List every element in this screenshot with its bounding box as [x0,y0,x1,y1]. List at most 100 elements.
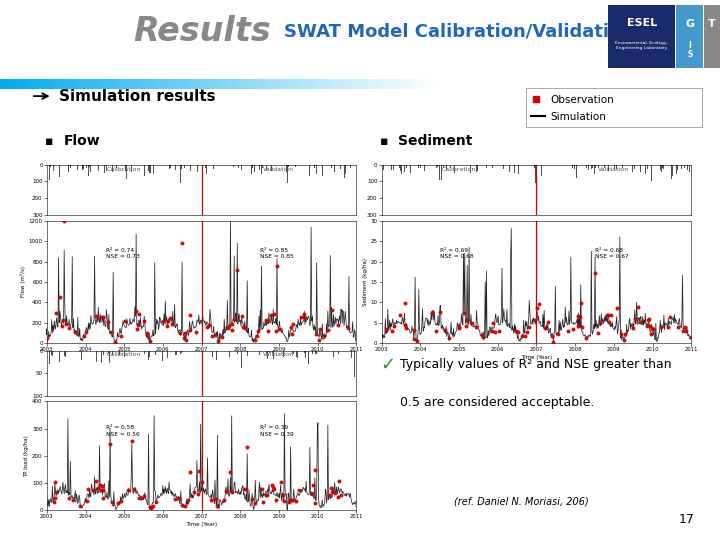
Point [276,491,288,500]
X-axis label: Time (Year): Time (Year) [186,355,217,360]
Bar [310,79,313,89]
Bar [320,79,323,89]
Point [489,328,500,336]
Text: TP: TP [63,324,84,338]
Bar [502,79,505,89]
Bar [459,79,462,89]
Bar [219,79,222,89]
Text: R² = 0.85
NSE = 0.85: R² = 0.85 NSE = 0.85 [261,248,294,259]
Point [516,331,528,340]
Point [268,485,279,494]
Point [57,315,68,324]
Point [611,303,623,312]
Point [589,269,600,278]
Bar [444,79,447,89]
Bar [575,79,578,89]
Bar [392,79,395,89]
Text: 0.5 are considered acceptable.: 0.5 are considered acceptable. [400,396,595,409]
Y-axis label: TP load (kg/ha): TP load (kg/ha) [24,435,30,477]
Point [546,331,558,340]
Bar [283,79,286,89]
Point [510,327,521,336]
Point [81,496,92,505]
Point [265,311,276,320]
Point [627,324,639,333]
Point [232,266,243,275]
Bar [532,79,536,89]
Bar [76,79,79,89]
Point [96,482,108,490]
Bar [563,79,566,89]
Bar [225,79,228,89]
Text: T: T [708,19,716,29]
Point [575,299,587,308]
Bar [435,79,438,89]
Bar [107,79,109,89]
Bar [228,79,231,89]
Bar [127,79,131,89]
Point [191,327,202,336]
Point [342,323,354,332]
Bar [465,79,469,89]
Bar [298,79,301,89]
Bar [158,79,161,89]
Point [166,320,177,328]
Bar [146,79,149,89]
Bar [100,79,104,89]
Point [619,330,631,339]
Point [685,333,697,342]
Point [641,322,652,330]
Point [164,313,176,322]
Bar [194,79,198,89]
Bar [42,79,45,89]
Bar [587,79,590,89]
Bar [426,79,429,89]
Bar [40,79,42,89]
Point [196,477,207,486]
Bar [82,79,85,89]
Bar [341,79,343,89]
Point [399,298,410,307]
Text: (ref. Daniel N. Moriasi, 206): (ref. Daniel N. Moriasi, 206) [454,496,588,506]
Bar [304,79,307,89]
Point [78,332,90,340]
Point [522,328,534,336]
Bar [134,79,137,89]
Point [138,317,149,326]
Bar [356,79,359,89]
Point [246,494,257,503]
Bar [557,79,559,89]
Y-axis label: Sediment (kg/ha): Sediment (kg/ha) [363,258,368,306]
Point [633,302,644,311]
Bar [271,79,274,89]
Bar [164,79,167,89]
Point [261,316,272,325]
Point [616,330,627,339]
Point [310,330,322,339]
Point [189,488,200,496]
Point [227,320,238,328]
Point [212,337,224,346]
Text: 17: 17 [679,513,695,526]
Point [133,309,145,318]
Bar [73,79,76,89]
Point [176,239,188,247]
Bar [335,79,338,89]
Bar [472,79,474,89]
Point [680,327,691,336]
Point [313,335,325,344]
Point [454,324,465,333]
Bar [484,79,487,89]
Point [49,478,60,487]
Point [142,328,153,337]
Point [194,467,205,475]
Bar [529,79,532,89]
Point [203,320,215,329]
Point [453,322,464,331]
Text: Calibration: Calibration [442,167,476,172]
Point [275,478,287,487]
Bar [222,79,225,89]
Point [271,261,283,270]
Bar [328,79,332,89]
Point [80,328,91,336]
